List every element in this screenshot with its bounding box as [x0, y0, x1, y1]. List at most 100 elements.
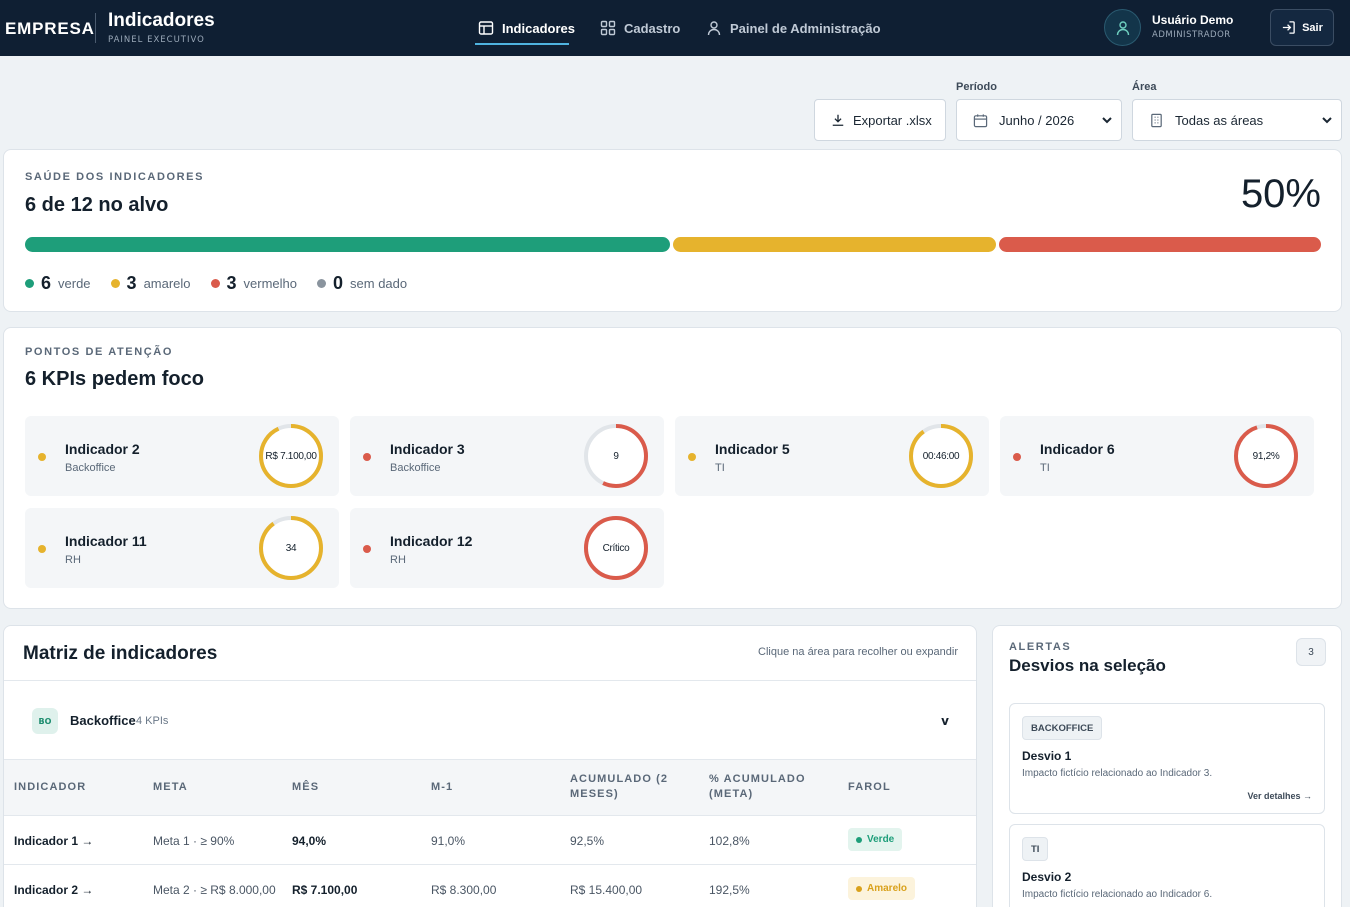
kpi-tile[interactable]: Indicador 6 TI 91,2% — [1000, 416, 1314, 496]
download-icon — [832, 114, 844, 126]
period-select[interactable]: Junho / 2026 — [956, 99, 1122, 141]
brand-logo[interactable]: EMPRESA — [5, 19, 95, 38]
cell-pct-acumulado: 102,8% — [709, 834, 750, 848]
column-header-indicador[interactable]: INDICADOR — [14, 781, 87, 793]
alert-description: Impacto fictício relacionado ao Indicado… — [1022, 889, 1213, 900]
kpi-tile[interactable]: Indicador 11 RH 34 — [25, 508, 339, 588]
kpi-tile[interactable]: Indicador 5 TI 00:46:00 — [675, 416, 989, 496]
kpi-tile[interactable]: Indicador 3 Backoffice 9 — [350, 416, 664, 496]
brand-divider — [95, 13, 96, 43]
health-percent: 50% — [1240, 172, 1321, 216]
status-dot — [38, 545, 46, 553]
kpi-tile[interactable]: Indicador 2 Backoffice R$ 7.100,00 — [25, 416, 339, 496]
matrix-card: Matriz de indicadores Clique na área par… — [3, 625, 977, 907]
progress-ring-fill — [259, 516, 323, 580]
bar-segment-verde — [25, 237, 670, 252]
legend-dot — [317, 279, 327, 288]
legend-count: 6 — [41, 273, 52, 293]
period-label: Período — [956, 81, 997, 93]
cell-mes: 94,0% — [292, 834, 327, 848]
alert-area-tag: TI — [1022, 837, 1049, 861]
nav-painel-administracao[interactable]: Painel de Administração — [706, 20, 881, 36]
nav-indicadores[interactable]: Indicadores — [478, 20, 575, 36]
user-avatar-icon — [1116, 20, 1129, 35]
legend-count: 3 — [126, 273, 137, 293]
chevron-down-icon[interactable]: v — [941, 714, 949, 728]
table-header: INDICADOR META MÊS M-1 ACUMULADO (2 MESE… — [4, 760, 976, 816]
nav-cadastro[interactable]: Cadastro — [600, 20, 680, 36]
alert-item[interactable]: TI Desvio 2 Impacto fictício relacionado… — [1009, 824, 1325, 907]
table-row[interactable]: Indicador 2 → Meta 2 · ≥ R$ 8.000,00 R$ 7.… — [4, 865, 976, 907]
cell-acumulado: 92,5% — [570, 834, 605, 848]
export-label: Exportar .xlsx — [853, 113, 932, 128]
status-dot — [688, 453, 696, 461]
column-header-farol[interactable]: FAROL — [848, 781, 891, 793]
kpi-value: 91,2% — [1252, 450, 1280, 462]
table-row[interactable]: Indicador 1 → Meta 1 · ≥ 90% 94,0% 91,0% 92,… — [4, 816, 976, 865]
cell-pct-acumulado: 192,5% — [709, 883, 750, 897]
area-value: Todas as áreas — [1175, 113, 1264, 128]
active-tab-indicator — [475, 43, 569, 45]
progress-ring-fill — [584, 516, 648, 580]
column-header-acumulado[interactable]: ACUMULADO (2 MESES) — [570, 773, 669, 800]
logout-button[interactable]: Sair — [1270, 9, 1334, 46]
kpi-tile[interactable]: Indicador 12 RH Crítico — [350, 508, 664, 588]
cell-meta: Meta 1 · ≥ 90% — [153, 834, 235, 848]
health-legend: 6 verde 3 amarelo 3 vermelho 0 sem dado — [25, 273, 427, 294]
app-subtitle: PAINEL EXECUTIVO — [108, 35, 205, 45]
progress-ring — [1234, 424, 1298, 488]
status-dot — [363, 453, 371, 461]
kpi-value: 00:46:00 — [922, 450, 960, 462]
legend-dot — [210, 279, 220, 288]
progress-ring — [259, 424, 323, 488]
progress-ring-fill — [1234, 424, 1298, 488]
app-title: Indicadores — [108, 10, 215, 31]
logout-icon — [1282, 21, 1295, 34]
chevron-down-icon — [1322, 117, 1332, 124]
area-group-count: 4 KPIs — [136, 715, 169, 727]
cell-indicador[interactable]: Indicador 2 → — [14, 883, 94, 897]
progress-ring — [259, 516, 323, 580]
area-group-backoffice[interactable]: BO Backoffice 4 KPIs v — [4, 680, 976, 760]
alert-details-link[interactable]: Ver detalhes → — [1247, 791, 1312, 801]
status-dot — [38, 453, 46, 461]
kpi-name: Indicador 12 — [390, 533, 473, 549]
column-header-m1[interactable]: M-1 — [431, 781, 454, 793]
legend-count: 3 — [226, 273, 237, 293]
cell-m1: R$ 8.300,00 — [431, 883, 497, 897]
kpi-area: Backoffice — [390, 462, 441, 474]
area-label: Área — [1132, 81, 1157, 93]
area-select[interactable]: Todas as áreas — [1132, 99, 1342, 141]
matrix-title: Matriz de indicadores — [23, 643, 218, 664]
progress-ring — [909, 424, 973, 488]
cell-indicador[interactable]: Indicador 1 → — [14, 834, 94, 848]
kpi-name: Indicador 3 — [390, 441, 465, 457]
building-icon — [1151, 113, 1162, 128]
alert-area-tag: BACKOFFICE — [1022, 716, 1103, 740]
status-badge: Verde — [848, 828, 903, 851]
attention-title: 6 KPIs pedem foco — [25, 368, 204, 390]
status-dot — [856, 885, 862, 892]
export-button[interactable]: Exportar .xlsx — [814, 99, 946, 141]
legend-verde: 6 verde — [25, 273, 91, 294]
user-name: Usuário Demo — [1152, 13, 1234, 27]
bar-segment-vermelho — [998, 237, 1321, 252]
health-eyebrow: SAÚDE DOS INDICADORES — [25, 171, 205, 183]
legend-dot — [110, 279, 120, 288]
alert-description: Impacto fictício relacionado ao Indicado… — [1022, 768, 1213, 779]
column-header-meta[interactable]: META — [153, 781, 188, 793]
avatar[interactable] — [1104, 9, 1141, 46]
status-dot — [1013, 453, 1021, 461]
cell-mes: R$ 7.100,00 — [292, 883, 358, 897]
alerts-count-badge: 3 — [1296, 638, 1326, 666]
legend-vermelho: 3 vermelho — [210, 273, 297, 294]
chevron-down-icon — [1102, 117, 1112, 124]
alert-item[interactable]: BACKOFFICE Desvio 1 Impacto fictício rel… — [1009, 703, 1325, 814]
kpi-name: Indicador 2 — [65, 441, 140, 457]
column-header-pct-acumulado[interactable]: % ACUMULADO (META) — [709, 773, 806, 800]
kpi-value: 34 — [285, 542, 297, 554]
column-header-mes[interactable]: MÊS — [292, 781, 320, 793]
status-dot — [856, 836, 862, 843]
legend-amarelo: 3 amarelo — [110, 273, 191, 294]
cell-m1: 91,0% — [431, 834, 466, 848]
